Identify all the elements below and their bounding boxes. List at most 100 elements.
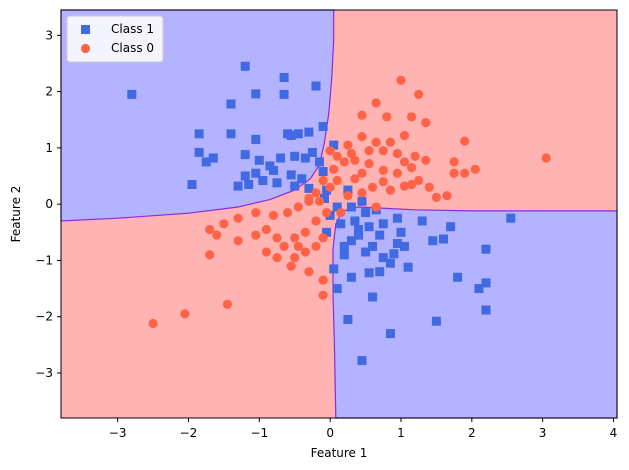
data-point-class-0 <box>318 233 328 243</box>
data-point-class-1 <box>251 89 261 99</box>
data-point-class-1 <box>361 208 371 218</box>
data-point-class-1 <box>385 258 395 268</box>
data-point-class-1 <box>357 196 367 206</box>
x-axis-label: Feature 1 <box>311 446 368 460</box>
x-tick-label: 2 <box>468 426 476 440</box>
data-point-class-0 <box>431 192 441 202</box>
data-point-class-0 <box>414 175 424 186</box>
data-point-class-1 <box>304 127 314 137</box>
data-point-class-1 <box>286 170 296 180</box>
data-point-class-1 <box>403 262 413 272</box>
data-point-class-1 <box>272 178 282 188</box>
data-point-class-0 <box>396 75 406 85</box>
data-point-class-1 <box>375 230 385 240</box>
data-point-class-0 <box>339 157 349 167</box>
data-point-class-0 <box>322 208 332 218</box>
data-point-class-0 <box>261 247 271 257</box>
data-point-class-0 <box>410 151 420 161</box>
data-point-class-1 <box>297 174 307 184</box>
data-point-class-0 <box>378 146 388 156</box>
data-point-class-0 <box>399 181 410 191</box>
data-point-class-1 <box>279 73 289 82</box>
data-point-class-0 <box>304 196 314 206</box>
x-axis-ticks: −3 −2 −1 0 1 2 3 4 <box>109 418 617 440</box>
data-point-class-0 <box>470 164 480 174</box>
data-point-class-0 <box>261 224 271 235</box>
data-point-class-1 <box>304 183 314 193</box>
x-tick-label: 0 <box>326 426 334 440</box>
data-point-class-0 <box>311 241 321 251</box>
data-point-class-1 <box>226 129 236 139</box>
data-point-class-1 <box>389 249 399 259</box>
data-point-class-1 <box>396 227 406 237</box>
data-point-class-1 <box>354 225 363 234</box>
data-point-class-1 <box>240 61 250 71</box>
data-point-class-1 <box>346 272 356 282</box>
data-point-class-1 <box>318 167 328 176</box>
y-tick-label: −3 <box>35 366 53 380</box>
data-point-class-0 <box>385 137 395 147</box>
data-point-class-0 <box>336 208 346 218</box>
legend-marker-class-0 <box>80 43 91 54</box>
data-point-class-1 <box>375 267 385 277</box>
data-point-class-0 <box>268 210 279 220</box>
data-point-class-1 <box>240 150 250 160</box>
data-point-class-0 <box>421 118 431 128</box>
data-point-class-1 <box>127 89 137 99</box>
data-point-class-1 <box>392 239 402 248</box>
data-point-class-0 <box>318 275 328 285</box>
data-point-class-1 <box>481 244 491 254</box>
data-point-class-1 <box>258 176 268 185</box>
data-point-class-1 <box>332 202 342 212</box>
data-point-class-0 <box>205 224 215 235</box>
data-point-class-1 <box>194 129 204 139</box>
data-point-class-1 <box>343 315 353 324</box>
data-point-class-1 <box>368 241 378 251</box>
data-point-class-1 <box>244 180 254 189</box>
data-point-class-0 <box>286 261 296 271</box>
data-point-class-0 <box>357 110 367 120</box>
data-point-class-1 <box>251 134 261 144</box>
data-point-class-1 <box>322 227 332 237</box>
data-point-class-0 <box>272 253 282 263</box>
data-point-class-0 <box>318 290 328 300</box>
data-point-class-0 <box>222 299 232 309</box>
data-point-class-0 <box>251 208 261 218</box>
data-point-class-0 <box>350 155 360 165</box>
data-point-class-0 <box>219 219 229 229</box>
data-point-class-1 <box>307 147 317 157</box>
data-point-class-0 <box>382 112 392 122</box>
data-point-class-0 <box>541 153 551 163</box>
data-point-class-0 <box>325 182 335 192</box>
data-point-class-0 <box>300 227 310 237</box>
data-point-class-1 <box>226 99 236 109</box>
data-point-class-1 <box>329 140 339 150</box>
data-point-class-0 <box>449 157 459 167</box>
data-point-class-0 <box>290 253 300 263</box>
data-point-class-0 <box>205 250 215 260</box>
data-point-class-0 <box>304 267 314 277</box>
data-point-class-1 <box>315 157 324 167</box>
data-point-class-0 <box>392 168 402 178</box>
data-point-class-1 <box>279 89 289 99</box>
data-point-class-0 <box>399 130 410 141</box>
x-tick-label: −3 <box>109 426 127 440</box>
y-tick-label: 3 <box>45 28 53 42</box>
data-point-class-0 <box>378 165 388 175</box>
y-tick-label: 1 <box>45 141 53 155</box>
data-point-class-0 <box>212 230 222 240</box>
data-point-class-0 <box>343 191 353 201</box>
y-tick-label: −2 <box>35 310 53 324</box>
data-point-class-0 <box>368 182 378 192</box>
data-point-class-0 <box>332 175 342 186</box>
data-point-class-0 <box>272 233 282 243</box>
data-point-class-0 <box>357 188 367 198</box>
data-point-class-1 <box>320 194 329 203</box>
data-point-class-1 <box>439 234 448 244</box>
scatter-points <box>127 61 551 366</box>
data-point-class-1 <box>336 219 346 229</box>
data-point-class-1 <box>378 219 388 229</box>
data-point-class-1 <box>254 155 264 165</box>
data-point-class-1 <box>357 356 367 366</box>
